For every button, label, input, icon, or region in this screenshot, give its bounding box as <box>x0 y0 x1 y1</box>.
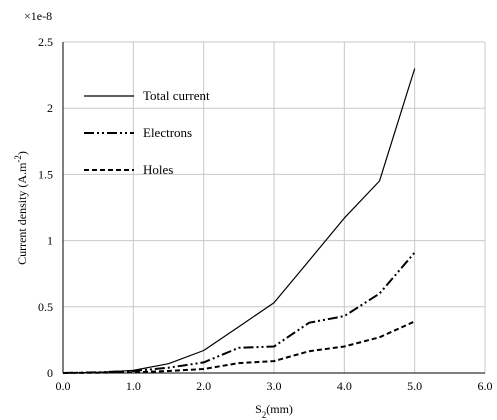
x-tick-label: 1.0 <box>126 379 141 393</box>
series-line-holes <box>62 320 416 374</box>
x-tick-labels: 0.0 1.0 2.0 3.0 4.0 5.0 6.0 <box>56 379 493 393</box>
series-lines <box>62 68 416 374</box>
x-axis-label-main: S <box>255 402 262 416</box>
x-axis-label-rest: (mm) <box>266 402 293 416</box>
y-tick-label: 2.5 <box>38 35 53 49</box>
grid-lines <box>63 41 486 373</box>
x-tick-label: 0.0 <box>56 379 71 393</box>
x-axis-label: S2(mm) <box>255 402 293 420</box>
x-tick-label: 6.0 <box>478 379 493 393</box>
x-tick-label: 5.0 <box>407 379 422 393</box>
series-line-electrons <box>62 251 416 374</box>
legend: Total current Electrons Holes <box>84 88 210 177</box>
y-axis-label-main: Current density (A.m <box>15 162 29 265</box>
y-tick-labels: 0 0.5 1 1.5 2 2.5 <box>38 35 53 380</box>
y-tick-label: 1 <box>47 234 53 248</box>
y-axis-label-superscript: -2 <box>13 155 23 163</box>
x-tick-label: 4.0 <box>337 379 352 393</box>
legend-label: Total current <box>143 88 210 103</box>
y-tick-label: 1.5 <box>38 167 53 181</box>
y-axis-label: Current density (A.m-2) <box>13 151 29 265</box>
x-axis-label-subscript: 2 <box>262 410 267 420</box>
legend-label: Electrons <box>143 125 192 140</box>
y-tick-label: 0 <box>47 366 53 380</box>
y-tick-label: 0.5 <box>38 300 53 314</box>
series-line-total-current <box>62 68 416 374</box>
legend-label: Holes <box>143 162 173 177</box>
axes <box>62 42 485 374</box>
y-multiplier-label: ×1e-8 <box>24 9 52 23</box>
x-tick-label: 3.0 <box>267 379 282 393</box>
y-tick-label: 2 <box>47 101 53 115</box>
y-axis-label-rest: ) <box>15 151 29 155</box>
x-tick-label: 2.0 <box>196 379 211 393</box>
